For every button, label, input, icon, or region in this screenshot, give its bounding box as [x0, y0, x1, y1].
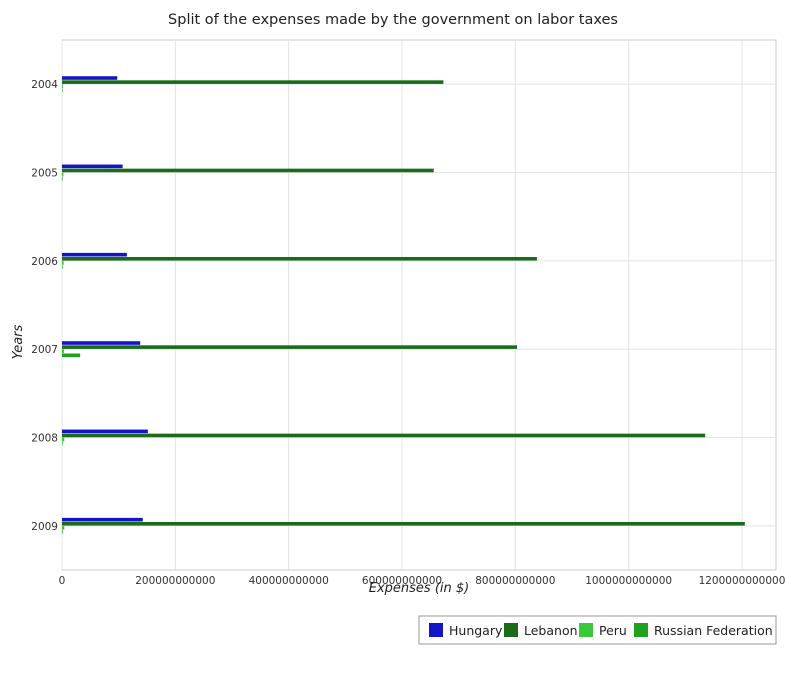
y-tick-label: 2004 [31, 79, 58, 91]
x-tick-label: 800000000000 [475, 575, 555, 587]
legend: Hungary Lebanon Peru Russian Federation [418, 615, 777, 645]
bar [62, 433, 706, 438]
bars [62, 76, 745, 534]
bar [62, 353, 81, 358]
legend-entry: Hungary [449, 623, 503, 638]
bar [62, 437, 65, 442]
plot-frame [61, 39, 777, 571]
legend-swatch [579, 623, 593, 637]
y-tick-label: 2007 [31, 344, 58, 356]
bar [62, 164, 123, 169]
x-tick-label: 0 [59, 575, 66, 587]
bar [62, 88, 63, 93]
bar [62, 521, 745, 526]
legend-box [418, 615, 777, 645]
bar [62, 429, 148, 434]
bar [62, 76, 118, 80]
x-tick-label: 400000000000 [249, 575, 329, 587]
bar [62, 84, 63, 89]
grid-lines [61, 40, 776, 570]
x-tick-label: 1000000000000 [585, 575, 672, 587]
y-axis-label: Years [11, 324, 26, 359]
bar [62, 176, 63, 181]
legend-entry: Lebanon [524, 623, 578, 638]
legend-swatch [634, 623, 648, 637]
legend-swatch [429, 623, 443, 637]
chart-title: Split of the expenses made by the govern… [168, 12, 618, 28]
bar [62, 80, 444, 84]
bar [62, 341, 141, 345]
bar [62, 172, 64, 177]
legend-entry: Peru [599, 623, 627, 638]
bar [62, 256, 537, 261]
y-axis-ticks: 2004 2005 2006 2007 2008 2009 [31, 79, 58, 533]
legend-entry: Russian Federation [654, 623, 773, 638]
plot-area [61, 39, 777, 571]
bar [62, 252, 127, 257]
bar [62, 530, 63, 534]
bar [62, 441, 63, 446]
bar [62, 265, 63, 269]
x-tick-label: 1200000000000 [699, 575, 785, 587]
x-tick-label: 600000000000 [362, 575, 442, 587]
legend-swatch [504, 623, 518, 637]
x-axis-ticks: 0 200000000000 400000000000 600000000000 800… [59, 575, 785, 587]
y-tick-label: 2009 [31, 521, 58, 533]
x-axis-label: Expenses (in $) [369, 581, 469, 596]
bar [62, 345, 518, 349]
x-tick-label: 200000000000 [135, 575, 215, 587]
y-tick-label: 2006 [31, 256, 58, 268]
y-tick-label: 2005 [31, 168, 58, 180]
bar [62, 261, 64, 265]
bar [62, 526, 65, 530]
y-tick-label: 2008 [31, 433, 58, 445]
bar [62, 168, 434, 173]
bar [62, 349, 64, 354]
bar [62, 517, 143, 522]
